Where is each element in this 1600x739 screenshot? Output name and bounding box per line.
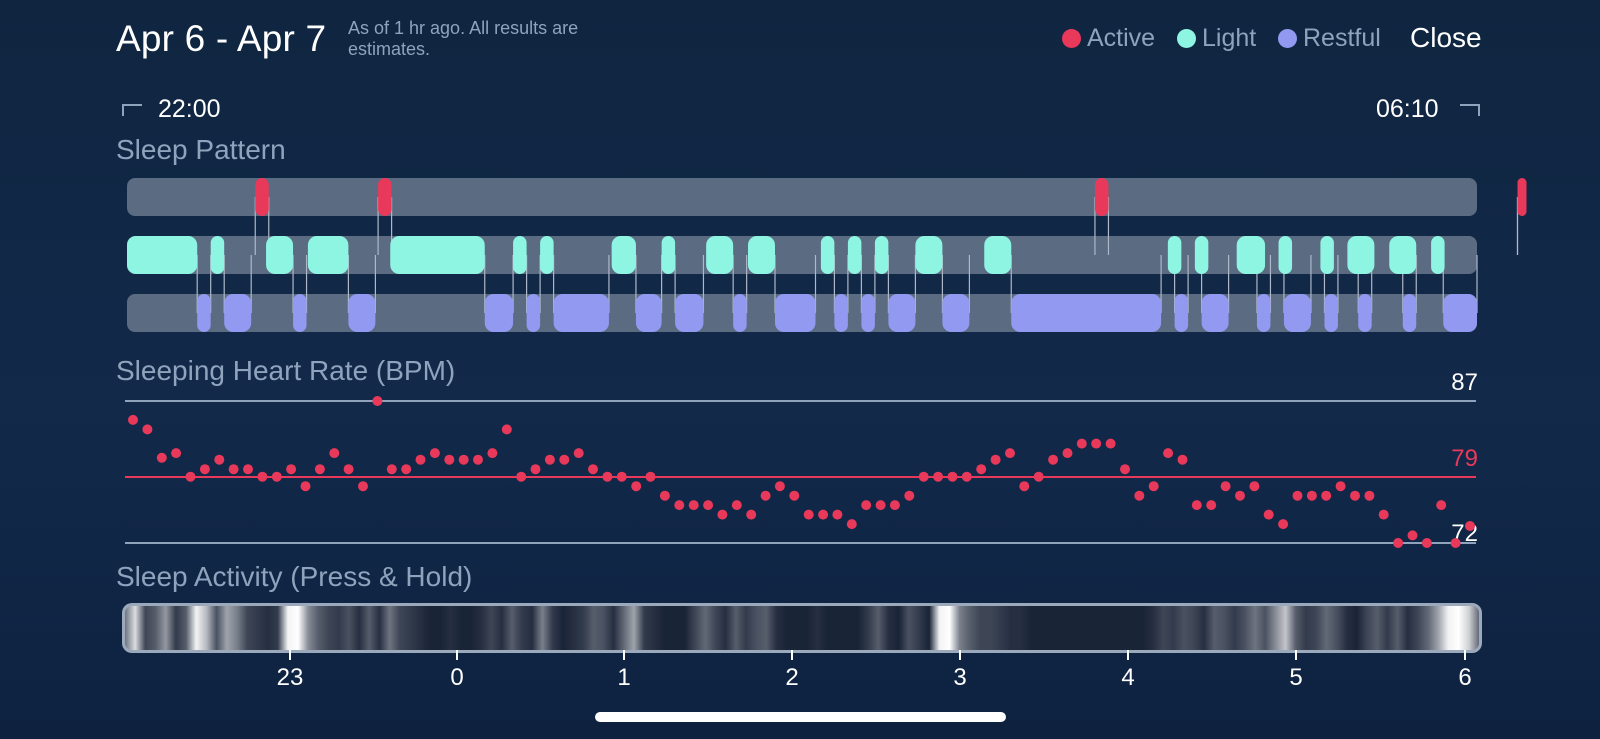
legend-light: Light <box>1177 24 1256 53</box>
pattern-segment-restful <box>675 294 704 332</box>
pattern-segment-light <box>266 236 294 274</box>
pattern-segment-active <box>1094 178 1109 216</box>
pattern-segment-active <box>255 178 269 216</box>
pattern-segment-restful <box>635 294 662 332</box>
pattern-segment-restful <box>861 294 875 332</box>
pattern-segment-light <box>1431 236 1445 274</box>
pattern-segment-active <box>378 178 392 216</box>
end-time: 06:10 <box>1376 95 1439 123</box>
pattern-segment-restful <box>293 294 307 332</box>
legend-restful-label: Restful <box>1303 24 1381 52</box>
pattern-segment-light <box>1389 236 1417 274</box>
pattern-segment-light <box>1278 236 1293 274</box>
legend-active-label: Active <box>1087 24 1156 52</box>
legend-active: Active <box>1062 24 1155 53</box>
pattern-segment-active <box>1517 178 1527 216</box>
pattern-segment-restful <box>888 294 916 332</box>
pattern-segment-restful <box>1443 294 1477 332</box>
pattern-segment-restful <box>484 294 514 332</box>
pattern-segment-light <box>874 236 889 274</box>
pattern-segment-light <box>513 236 527 274</box>
sleep-pattern-title: Sleep Pattern <box>116 134 286 165</box>
pattern-segment-light <box>611 236 636 274</box>
close-button[interactable]: Close <box>1410 22 1482 53</box>
pattern-segment-restful <box>526 294 541 332</box>
pattern-segment-restful <box>197 294 211 332</box>
pattern-segment-light <box>1236 236 1266 274</box>
light-dot-icon <box>1177 29 1196 48</box>
pattern-segment-light <box>706 236 734 274</box>
pattern-segment-light <box>661 236 676 274</box>
pattern-segment-restful <box>733 294 747 332</box>
pattern-segment-restful <box>1174 294 1189 332</box>
restful-dot-icon <box>1278 29 1297 48</box>
pattern-segment-restful <box>224 294 252 332</box>
pattern-segment-restful <box>1402 294 1417 332</box>
pattern-segment-restful <box>942 294 970 332</box>
pattern-segment-light <box>127 236 198 274</box>
pattern-segment-light <box>540 236 554 274</box>
pattern-segment-light <box>210 236 225 274</box>
pattern-segment-light <box>307 236 349 274</box>
pattern-segment-restful <box>553 294 609 332</box>
start-bracket-icon <box>122 104 142 116</box>
pattern-segment-light <box>1194 236 1209 274</box>
pattern-segment-light <box>984 236 1012 274</box>
end-bracket-icon <box>1460 104 1480 116</box>
heart-rate-title: Sleeping Heart Rate (BPM) <box>116 355 456 386</box>
pattern-segment-restful <box>1324 294 1338 332</box>
pattern-segment-light <box>820 236 835 274</box>
pattern-segment-restful <box>1256 294 1271 332</box>
pattern-segment-light <box>915 236 943 274</box>
legend-restful: Restful <box>1278 24 1381 53</box>
sleep-activity-title: Sleep Activity (Press & Hold) <box>116 561 473 592</box>
active-dot-icon <box>1062 29 1081 48</box>
date-range-title: Apr 6 - Apr 7 <box>116 18 327 59</box>
pattern-segment-light <box>1347 236 1375 274</box>
pattern-segment-restful <box>1011 294 1162 332</box>
pattern-segment-restful <box>775 294 816 332</box>
pattern-segment-restful <box>348 294 376 332</box>
pattern-segment-restful <box>1283 294 1311 332</box>
pattern-segment-light <box>1167 236 1182 274</box>
pattern-segment-restful <box>834 294 848 332</box>
sleep-activity-strip[interactable] <box>122 603 1482 653</box>
pattern-track-active <box>127 178 1477 216</box>
pattern-segment-light <box>847 236 862 274</box>
pattern-segment-restful <box>1358 294 1372 332</box>
pattern-segment-restful <box>1201 294 1229 332</box>
pattern-segment-light <box>1320 236 1334 274</box>
pattern-segment-light <box>390 236 485 274</box>
estimate-note: As of 1 hr ago. All results are estimate… <box>348 18 579 59</box>
pattern-segment-light <box>748 236 775 274</box>
start-time: 22:00 <box>158 95 221 123</box>
legend-light-label: Light <box>1202 24 1257 52</box>
home-indicator[interactable] <box>595 712 1006 722</box>
